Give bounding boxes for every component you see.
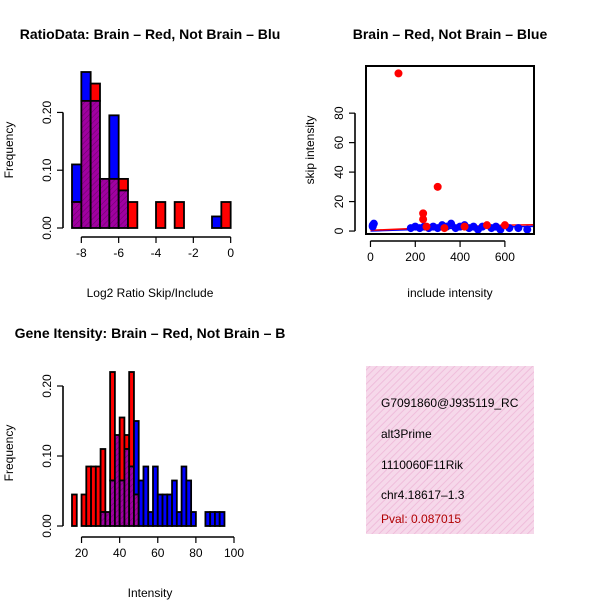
y-tick-label: 0.00	[40, 216, 54, 240]
y-tick-label: 40	[332, 165, 346, 179]
histogram-bar-overlap	[89, 99, 101, 229]
histogram-bar-brain	[99, 448, 107, 513]
ratio-histogram-bars	[71, 71, 232, 229]
x-tick-label: 40	[113, 546, 127, 560]
histogram-bar-brain	[127, 201, 139, 229]
ratio-histogram-axes: -8 -6 -4 -2 0 0.00 0.10 0.20	[40, 100, 234, 260]
x-tick-label: 0	[227, 246, 234, 260]
histogram-bar-not-brain	[108, 114, 120, 180]
x-tick-label: -2	[188, 246, 199, 260]
histogram-bar-brain	[220, 201, 232, 229]
scatter-ylabel: skip intensity	[303, 116, 317, 185]
histogram-bar-not-brain	[171, 479, 178, 527]
info-line-location: chr4.18617–1.3	[381, 488, 465, 502]
y-tick-label: 80	[332, 106, 346, 120]
x-tick-label: 80	[189, 546, 203, 560]
intensity-histogram-title: Gene Itensity: Brain – Red, Not Brain – …	[15, 325, 286, 341]
histogram-bar-not-brain	[211, 215, 223, 229]
histogram-bar-not-brain	[142, 465, 150, 527]
histogram-bar-not-brain	[190, 511, 197, 527]
histogram-bar-brain	[117, 177, 129, 192]
x-tick-label: -8	[76, 246, 87, 260]
histogram-bar-brain	[89, 82, 101, 102]
scatter-plot-body	[368, 69, 535, 234]
scatter-point-not-brain	[514, 224, 523, 233]
x-tick-label: -4	[151, 246, 162, 260]
info-box	[366, 366, 534, 534]
ratio-histogram-xlabel: Log2 Ratio Skip/Include	[87, 286, 214, 300]
info-line-gene: 1110060F11Rik	[381, 458, 464, 472]
x-tick-label: 400	[450, 250, 470, 264]
x-tick-label: 100	[224, 546, 244, 560]
scatter-point-not-brain	[369, 219, 378, 228]
scatter-title: Brain – Red, Not Brain – Blue	[353, 26, 548, 42]
info-pval: Pval: 0.087015	[381, 512, 461, 526]
scatter-point-not-brain	[523, 225, 532, 234]
histogram-bar-brain	[155, 201, 167, 229]
scatter-plot-frame	[365, 65, 535, 235]
scatter-point-brain	[419, 215, 428, 224]
x-tick-label: 60	[151, 546, 165, 560]
histogram-bar-brain	[71, 493, 78, 527]
scatter-point-brain	[482, 221, 491, 230]
histogram-bar-overlap	[108, 177, 120, 229]
scatter-point-brain	[422, 222, 431, 231]
info-line-event: alt3Prime	[381, 427, 432, 441]
ratio-histogram-ylabel: Frequency	[2, 122, 16, 179]
intensity-histogram-bars	[71, 371, 226, 527]
scatter-point-brain	[394, 69, 403, 78]
y-tick-label: 0.10	[40, 158, 54, 182]
histogram-bar-overlap	[80, 99, 92, 229]
x-tick-label: 0	[367, 250, 374, 264]
y-tick-label: 0.10	[40, 444, 54, 468]
x-tick-label: 20	[75, 546, 89, 560]
intensity-histogram-axes: 20 40 60 80 100 0.00 0.10 0.20	[40, 374, 244, 560]
x-tick-label: 200	[405, 250, 425, 264]
intensity-histogram-xlabel: Intensity	[128, 586, 173, 600]
scatter-point-brain	[460, 222, 469, 231]
histogram-bar-brain	[173, 201, 185, 229]
ratio-histogram-title: RatioData: Brain – Red, Not Brain – Blu	[20, 26, 281, 42]
info-panel: G7091860@J935119_RC alt3Prime 1110060F11…	[366, 366, 534, 534]
histogram-bar-not-brain	[218, 511, 226, 527]
scatter-point-brain	[500, 221, 509, 230]
x-tick-label: -6	[113, 246, 124, 260]
scatter-xlabel: include intensity	[407, 286, 492, 300]
y-tick-label: 20	[332, 195, 346, 209]
y-tick-label: 60	[332, 136, 346, 150]
histogram-bar-overlap	[117, 189, 129, 229]
histogram-bar-not-brain	[71, 163, 83, 203]
histogram-bar-overlap	[99, 177, 111, 229]
intensity-histogram-panel: Gene Itensity: Brain – Red, Not Brain – …	[2, 325, 285, 600]
ratio-histogram-panel: RatioData: Brain – Red, Not Brain – Blu …	[2, 26, 280, 300]
scatter-panel: Brain – Red, Not Brain – Blue 0 200 400 600…	[303, 26, 547, 300]
histogram-bar-not-brain	[185, 479, 193, 527]
scatter-point-brain	[440, 224, 449, 233]
y-tick-label: 0	[332, 227, 346, 234]
scatter-axes: 0 200 400 600 0 20 40 60 80	[332, 65, 535, 264]
histogram-bar-overlap	[71, 201, 83, 229]
y-tick-label: 0.20	[40, 374, 54, 398]
scatter-point-brain	[433, 182, 442, 191]
y-tick-label: 0.00	[40, 514, 54, 538]
histogram-bar-not-brain	[80, 71, 92, 102]
intensity-histogram-ylabel: Frequency	[2, 425, 16, 482]
scatter-point-brain	[419, 209, 428, 218]
info-line-probe: G7091860@J935119_RC	[381, 396, 519, 410]
x-tick-label: 600	[495, 250, 515, 264]
y-tick-label: 0.20	[40, 100, 54, 124]
